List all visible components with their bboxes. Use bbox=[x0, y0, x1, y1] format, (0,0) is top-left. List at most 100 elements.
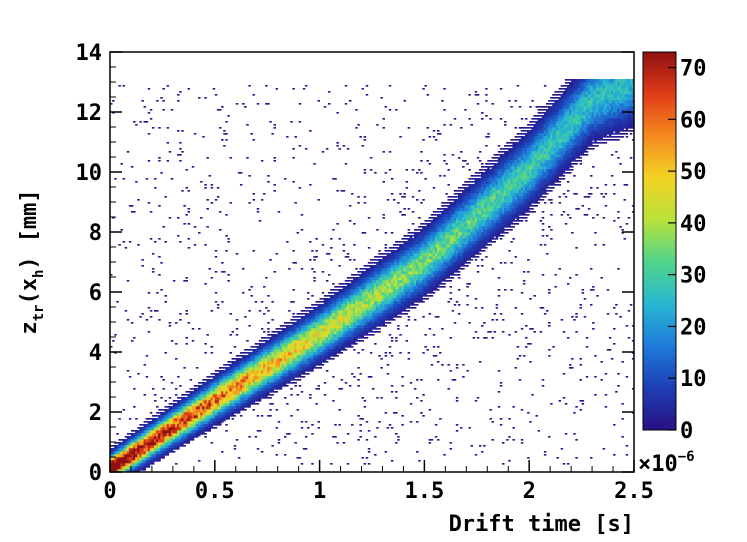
heatmap-cell bbox=[468, 226, 471, 230]
heatmap-cell bbox=[273, 157, 276, 159]
heatmap-cell bbox=[239, 367, 243, 371]
heatmap-cell bbox=[430, 250, 434, 254]
heatmap-cell bbox=[212, 385, 216, 389]
heatmap-cell bbox=[290, 328, 293, 332]
heatmap-cell bbox=[464, 253, 467, 257]
heatmap-cell bbox=[411, 301, 415, 305]
heatmap-cell bbox=[164, 439, 167, 443]
heatmap-cell bbox=[256, 361, 260, 365]
heatmap-cell bbox=[470, 187, 474, 191]
heatmap-cell bbox=[384, 304, 388, 308]
heatmap-cell bbox=[110, 445, 113, 447]
heatmap-cell bbox=[210, 442, 214, 444]
heatmap-cell bbox=[151, 448, 155, 452]
heatmap-cell bbox=[321, 328, 325, 332]
heatmap-cell bbox=[334, 304, 337, 308]
heatmap-cell bbox=[405, 259, 409, 263]
heatmap-cell bbox=[200, 217, 203, 219]
heatmap-cell bbox=[355, 343, 358, 345]
heatmap-cell bbox=[395, 298, 398, 302]
heatmap-cell bbox=[424, 226, 427, 230]
heatmap-cell bbox=[319, 358, 323, 362]
heatmap-cell bbox=[470, 241, 474, 245]
heatmap-cell bbox=[233, 379, 237, 383]
heatmap-cell bbox=[483, 250, 486, 252]
heatmap-cell bbox=[493, 181, 497, 185]
heatmap-cell bbox=[382, 277, 385, 281]
heatmap-cell bbox=[122, 178, 126, 180]
heatmap-cell bbox=[369, 274, 373, 278]
heatmap-cell bbox=[145, 424, 149, 428]
heatmap-cell bbox=[313, 364, 316, 368]
heatmap-cell bbox=[386, 316, 390, 320]
heatmap-cell bbox=[405, 271, 409, 275]
heatmap-cell bbox=[300, 268, 304, 270]
heatmap-cell bbox=[420, 259, 423, 263]
heatmap-cell bbox=[386, 253, 390, 257]
heatmap-cell bbox=[149, 433, 153, 437]
heatmap-cell bbox=[436, 274, 440, 278]
heatmap-cell bbox=[246, 391, 249, 395]
heatmap-cell bbox=[218, 403, 222, 407]
heatmap-cell bbox=[218, 424, 222, 426]
heatmap-cell bbox=[198, 400, 201, 404]
heatmap-cell bbox=[346, 253, 350, 255]
heatmap-cell bbox=[447, 211, 450, 215]
heatmap-cell bbox=[489, 202, 492, 206]
heatmap-cell bbox=[325, 349, 329, 353]
heatmap-cell bbox=[441, 268, 444, 272]
heatmap-cell bbox=[476, 175, 480, 177]
heatmap-cell bbox=[177, 406, 180, 410]
heatmap-cell bbox=[189, 406, 193, 410]
heatmap-cell bbox=[399, 298, 402, 302]
heatmap-cell bbox=[185, 169, 188, 171]
heatmap-cell bbox=[330, 343, 333, 347]
heatmap-cell bbox=[233, 367, 237, 371]
heatmap-cell bbox=[420, 274, 423, 278]
heatmap-cell bbox=[407, 268, 411, 272]
heatmap-cell bbox=[403, 310, 406, 312]
heatmap-cell bbox=[290, 355, 293, 359]
heatmap-cell bbox=[304, 307, 308, 309]
heatmap-cell bbox=[353, 301, 356, 305]
heatmap-cell bbox=[359, 283, 362, 287]
heatmap-cell bbox=[214, 376, 218, 380]
heatmap-cell bbox=[118, 466, 121, 470]
heatmap-cell bbox=[298, 331, 302, 335]
heatmap-cell bbox=[269, 343, 272, 347]
heatmap-cell bbox=[428, 277, 432, 281]
heatmap-cell bbox=[311, 346, 314, 350]
heatmap-cell bbox=[434, 214, 438, 216]
heatmap-cell bbox=[151, 388, 155, 390]
heatmap-cell bbox=[449, 337, 453, 339]
heatmap-cell bbox=[447, 256, 450, 260]
heatmap-cell bbox=[283, 364, 287, 368]
heatmap-cell bbox=[411, 265, 415, 269]
heatmap-cell bbox=[162, 379, 165, 381]
heatmap-cell bbox=[260, 160, 264, 162]
heatmap-cell bbox=[397, 310, 400, 314]
heatmap-cell bbox=[422, 295, 425, 297]
heatmap-cell bbox=[130, 430, 134, 432]
heatmap-cell bbox=[204, 283, 207, 285]
heatmap-cell bbox=[271, 352, 274, 356]
heatmap-cell bbox=[399, 247, 402, 251]
heatmap-cell bbox=[204, 424, 207, 428]
heatmap-cell bbox=[258, 394, 262, 398]
heatmap-cell bbox=[365, 298, 369, 302]
heatmap-cell bbox=[296, 370, 300, 374]
heatmap-cell bbox=[304, 85, 308, 87]
heatmap-cell bbox=[405, 325, 409, 327]
heatmap-cell bbox=[401, 307, 404, 311]
heatmap-cell bbox=[248, 175, 251, 177]
heatmap-cell bbox=[485, 247, 488, 249]
heatmap-cell bbox=[214, 256, 218, 258]
heatmap-cell bbox=[340, 286, 344, 288]
heatmap-cell bbox=[332, 355, 335, 357]
heatmap-cell bbox=[457, 268, 461, 270]
heatmap-cell bbox=[267, 391, 270, 395]
heatmap-cell bbox=[489, 214, 492, 218]
heatmap-cell bbox=[183, 406, 186, 410]
heatmap-cell bbox=[208, 430, 212, 432]
heatmap-cell bbox=[191, 400, 195, 404]
